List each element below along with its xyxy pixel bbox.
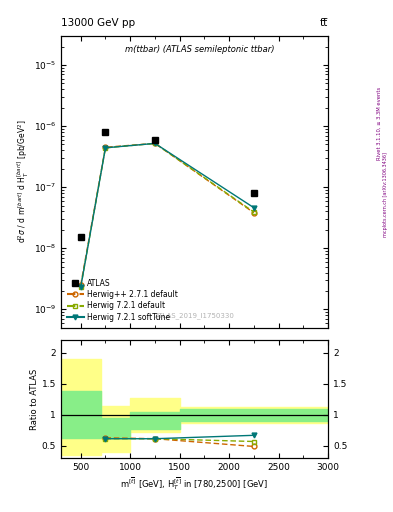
Y-axis label: d$^2\sigma$ / d m$^{[bar{t}]}$ d H$_T^{[bar{t}]}$ [pb/GeV$^2$]: d$^2\sigma$ / d m$^{[bar{t}]}$ d H$_T^{[…: [15, 120, 31, 243]
X-axis label: m$^{[\overline{t}]}$ [GeV], H$_T^{[\overline{t}]}$ in [780,2500] [GeV]: m$^{[\overline{t}]}$ [GeV], H$_T^{[\over…: [121, 475, 268, 492]
Text: tt̅: tt̅: [320, 18, 328, 28]
Text: ATLAS_2019_I1750330: ATLAS_2019_I1750330: [154, 312, 235, 319]
Text: Rivet 3.1.10, ≥ 3.3M events: Rivet 3.1.10, ≥ 3.3M events: [377, 86, 382, 160]
Text: mcplots.cern.ch [arXiv:1306.3436]: mcplots.cern.ch [arXiv:1306.3436]: [383, 152, 387, 237]
Legend: ATLAS, Herwig++ 2.7.1 default, Herwig 7.2.1 default, Herwig 7.2.1 softTune: ATLAS, Herwig++ 2.7.1 default, Herwig 7.…: [65, 276, 180, 324]
Y-axis label: Ratio to ATLAS: Ratio to ATLAS: [30, 369, 39, 430]
Text: 13000 GeV pp: 13000 GeV pp: [61, 18, 135, 28]
Text: m(ttbar) (ATLAS semileptonic ttbar): m(ttbar) (ATLAS semileptonic ttbar): [125, 45, 275, 54]
